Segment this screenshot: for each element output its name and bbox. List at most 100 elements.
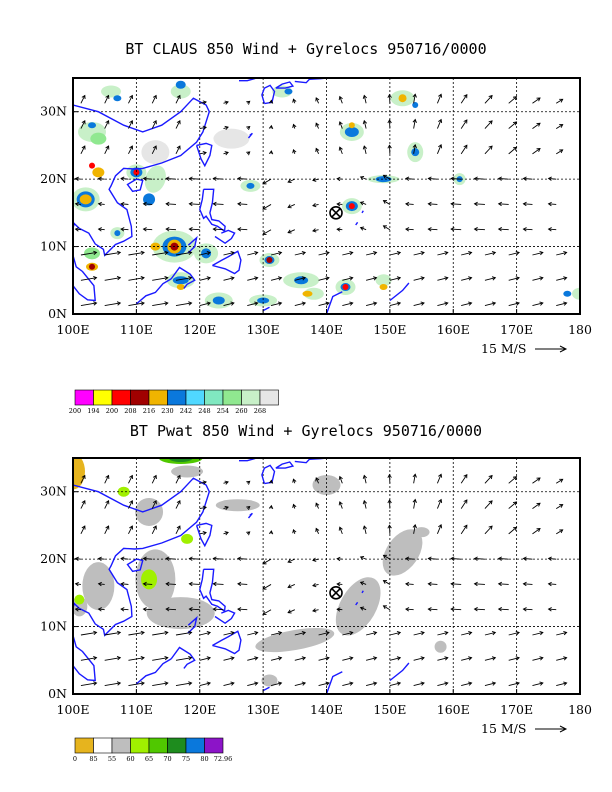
wind-vector (523, 203, 533, 205)
wind-vector (532, 657, 543, 661)
wind-vector (294, 657, 306, 661)
wind-vector (152, 657, 168, 661)
wind-arrowhead (116, 655, 122, 661)
wind-arrowhead (349, 656, 354, 661)
colorbar-swatch (111, 389, 131, 406)
wind-vector (75, 228, 81, 231)
wind-vector (237, 608, 248, 611)
wind-arrowhead (312, 202, 317, 208)
wind-arrowhead (349, 681, 354, 686)
wind-vector (98, 558, 105, 560)
wind-vector (75, 608, 81, 611)
y-tick-label: 30N (40, 104, 67, 119)
wind-vector (556, 277, 567, 281)
wind-vector (128, 302, 145, 307)
wind-vector (342, 251, 353, 256)
coastline (261, 464, 276, 485)
wind-vector (121, 203, 129, 205)
wind-vector (428, 178, 438, 180)
wind-arrowhead (246, 151, 251, 156)
wind-arrowhead (491, 630, 497, 636)
colorbar-swatch (93, 389, 113, 406)
wind-vector (315, 503, 319, 509)
wind-arrowhead (338, 475, 343, 481)
wind-vector (128, 145, 133, 155)
wind-vector (413, 682, 425, 687)
wind-arrowhead (382, 605, 387, 610)
wind-vector (104, 682, 121, 687)
wind-arrowhead (382, 200, 387, 204)
wind-vector (555, 529, 563, 535)
coastline (126, 178, 144, 193)
wind-arrowhead (522, 176, 527, 181)
wind-vector (80, 525, 86, 535)
wind-vector (437, 251, 448, 256)
wind-arrowhead (473, 607, 478, 612)
wind-vector (98, 178, 105, 180)
wind-arrowhead (382, 554, 387, 559)
wind-vector (498, 178, 509, 180)
wind-vector (199, 532, 207, 535)
wind-arrowhead (325, 681, 330, 686)
shaded-region (114, 230, 121, 237)
wind-arrowhead (230, 656, 235, 661)
wind-vector (484, 302, 496, 307)
wind-vector (152, 682, 168, 687)
wind-arrowhead (301, 301, 307, 306)
shaded-region (303, 287, 324, 300)
wind-vector (474, 228, 485, 231)
shaded-region (411, 148, 420, 157)
wind-vector (413, 251, 425, 256)
wind-vector (363, 95, 367, 104)
wind-arrowhead (396, 681, 402, 686)
wind-vector (360, 581, 367, 585)
wind-vector (428, 583, 438, 585)
wind-vector (128, 657, 145, 661)
wind-arrowhead (450, 581, 455, 587)
wind-arrowhead (230, 250, 235, 256)
colorbar-swatch (204, 389, 224, 406)
wind-arrowhead (349, 250, 354, 256)
wind-arrowhead (373, 656, 378, 661)
wind-vector (175, 145, 181, 155)
wind-arrowhead (188, 176, 193, 181)
wind-vector (383, 225, 391, 231)
wind-vector (213, 228, 224, 231)
wind-arrowhead (336, 176, 341, 182)
wind-arrowhead (325, 301, 330, 306)
shaded-region (141, 140, 170, 165)
wind-vector (460, 499, 468, 509)
wind-arrowhead (427, 176, 432, 181)
wind-arrowhead (362, 94, 368, 99)
wind-vector (315, 97, 319, 104)
colorbar-label: 0 (73, 755, 77, 763)
wind-arrowhead (420, 681, 425, 686)
wind-arrowhead (237, 581, 242, 587)
wind-vector (128, 682, 145, 687)
wind-arrowhead (522, 581, 527, 587)
shaded-region (150, 242, 161, 251)
wind-arrowhead (515, 656, 520, 661)
wind-vector (312, 558, 319, 561)
wind-arrowhead (206, 630, 211, 636)
wind-arrowhead (292, 123, 297, 129)
colorbar-label: 85 (89, 755, 97, 763)
wind-arrowhead (202, 505, 207, 510)
wind-vector (270, 251, 282, 256)
wind-arrowhead (463, 93, 468, 99)
shaded-region (348, 203, 355, 210)
wind-vector (104, 631, 121, 636)
wind-arrowhead (292, 503, 297, 509)
wind-vector (498, 203, 509, 205)
wind-vector (508, 96, 517, 104)
coastline (275, 81, 295, 89)
wind-arrowhead (140, 655, 145, 661)
wind-vector (98, 583, 105, 585)
gyre-marker-cross (331, 208, 341, 218)
wind-arrowhead (202, 150, 207, 156)
wind-vector (363, 500, 367, 509)
coastline (212, 250, 242, 275)
shaded-region (89, 162, 96, 169)
wind-vector (339, 121, 343, 129)
wind-arrowhead (202, 125, 207, 130)
